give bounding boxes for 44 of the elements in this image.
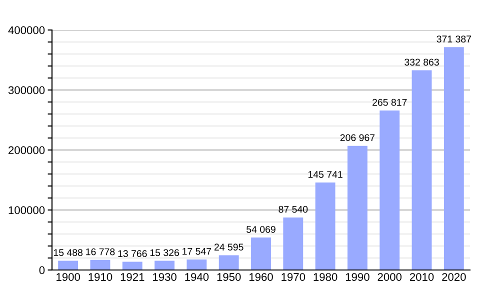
x-tick-label: 1960 (249, 273, 273, 281)
bar (315, 182, 336, 270)
data-label: 87 540 (278, 206, 308, 213)
bar (122, 262, 142, 270)
y-tick-label: 200000 (8, 146, 45, 154)
bar (251, 238, 271, 270)
bar (90, 260, 110, 270)
data-label: 24 595 (214, 244, 244, 251)
data-label: 371 387 (436, 36, 472, 42)
bar (154, 260, 175, 270)
x-tick-label: 1980 (314, 273, 338, 281)
data-label: 206 967 (340, 134, 375, 142)
bar (218, 255, 239, 270)
x-tick-label: 1921 (120, 273, 144, 281)
x-tick-label: 1970 (282, 273, 306, 281)
data-label: 332 863 (404, 58, 439, 66)
data-label: 145 741 (308, 171, 342, 178)
x-tick-label: 2020 (442, 273, 466, 281)
bar (380, 110, 400, 270)
bar (347, 146, 368, 270)
x-tick-label: 1930 (153, 273, 176, 281)
data-label: 15 326 (150, 249, 179, 256)
x-tick-label: 1910 (88, 273, 112, 281)
data-label: 16 778 (86, 248, 115, 256)
y-tick-label: 400000 (8, 26, 45, 34)
x-tick-label: 2000 (378, 273, 402, 281)
bar (412, 70, 432, 270)
y-tick-label: 100000 (8, 206, 45, 214)
data-label: 15 488 (54, 249, 83, 256)
y-tick-label: 300000 (8, 86, 45, 94)
x-tick-label: 1990 (346, 273, 370, 281)
bar (283, 217, 304, 270)
bar (186, 259, 207, 270)
bar (58, 260, 78, 270)
data-label: 54 069 (246, 226, 276, 233)
x-tick-label: 1940 (185, 273, 209, 281)
data-label: 265 817 (372, 98, 407, 106)
y-tick-label: 0 (39, 266, 45, 274)
x-tick-label: 1950 (217, 273, 241, 281)
x-tick-label: 2010 (410, 273, 434, 281)
data-label: 17 547 (182, 248, 212, 255)
data-label: 13 766 (118, 250, 147, 258)
x-tick-label: 1900 (56, 273, 80, 281)
bar (444, 47, 464, 270)
